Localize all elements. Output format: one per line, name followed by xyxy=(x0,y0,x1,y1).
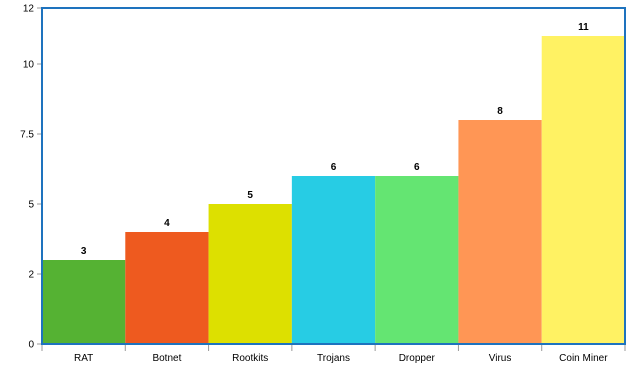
y-tick-label: 2 xyxy=(28,270,34,281)
x-tick-label: Virus xyxy=(489,353,512,364)
x-tick-label: Trojans xyxy=(317,353,350,364)
data-label: 6 xyxy=(414,162,420,173)
y-tick-label: 12 xyxy=(23,4,35,15)
x-axis: RAT Botnet Rootkits Trojans Dropper Virus Coin… xyxy=(41,344,626,364)
bar-botnet xyxy=(125,232,209,344)
y-tick-label: 10 xyxy=(23,60,35,71)
bar-coin-miner xyxy=(541,36,625,344)
plot-area-border xyxy=(41,7,626,345)
data-label: 6 xyxy=(331,162,337,173)
data-label: 4 xyxy=(164,218,170,229)
bar-dropper xyxy=(375,176,459,344)
x-tick-label: RAT xyxy=(74,353,93,364)
bar-rat xyxy=(42,260,126,344)
y-tick-label: 5 xyxy=(28,200,34,211)
data-label: 8 xyxy=(497,106,503,117)
x-tick-label: Coin Miner xyxy=(559,353,608,364)
x-tick-label: Rootkits xyxy=(232,353,268,364)
bars-group: 3 4 5 6 6 8 11 xyxy=(42,22,625,344)
data-label: 5 xyxy=(247,190,253,201)
bar-rootkits xyxy=(208,204,292,344)
x-tick-label: Botnet xyxy=(152,353,181,364)
bar-trojans xyxy=(291,176,376,344)
data-label: 3 xyxy=(81,246,87,257)
y-tick-label: 0 xyxy=(28,340,34,351)
data-label: 11 xyxy=(578,22,589,33)
x-tick-label: Dropper xyxy=(399,353,436,364)
bar-virus xyxy=(458,120,542,344)
y-tick-label: 7.5 xyxy=(20,130,34,141)
y-axis: 0 2 5 7.5 10 12 xyxy=(20,4,42,351)
